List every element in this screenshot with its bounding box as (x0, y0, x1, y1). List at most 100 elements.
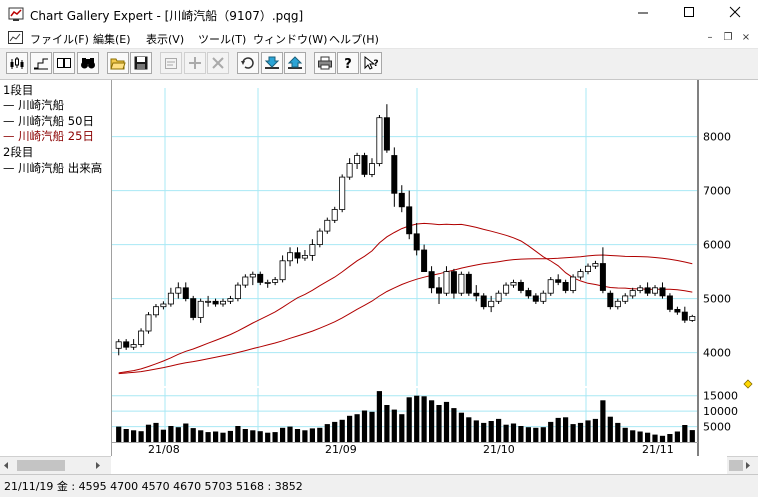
volume-bar (645, 432, 651, 442)
add-button[interactable] (184, 52, 206, 74)
candle-body (123, 341, 130, 348)
panel-layout-button[interactable] (53, 52, 75, 74)
maximize-button[interactable] (666, 0, 712, 28)
properties-button[interactable] (160, 52, 182, 74)
mdi-close-button[interactable]: × (739, 31, 753, 45)
candle-body (503, 284, 510, 294)
menu-bar (0, 28, 758, 49)
volume-bar (615, 422, 621, 442)
price-tick-label: 5000 (703, 293, 731, 306)
refresh-button[interactable] (237, 52, 259, 74)
candle-body (644, 287, 651, 294)
candle-body (659, 287, 666, 297)
candle-body (227, 298, 234, 302)
mdi-minimize-icon: – (707, 32, 713, 43)
volume-bar (272, 432, 278, 442)
help-button[interactable]: ? (337, 52, 359, 74)
legend-series-price[interactable]: — 川崎汽船 (3, 98, 65, 112)
candle-body (368, 163, 375, 175)
legend-pane-1-heading[interactable]: 1段目 (3, 83, 34, 97)
candle-body (517, 281, 524, 291)
candle-body (525, 290, 532, 297)
status-text: 21/11/19 金 : 4595 4700 4570 4670 5703 51… (4, 480, 303, 493)
volume-bar (533, 427, 539, 442)
menu-window[interactable]: ウィンドウ(W) (253, 33, 328, 46)
context-help-button[interactable]: ? (360, 52, 382, 74)
date-label-nov: 21/11 (642, 443, 674, 456)
document-menu-icon[interactable] (8, 31, 23, 44)
mdi-close-icon: × (741, 32, 751, 43)
candle-body (361, 155, 368, 175)
volume-bar (466, 417, 472, 442)
candle-body (234, 284, 241, 300)
properties-icon (165, 58, 177, 69)
stock-chart[interactable]: 4000 5000 6000 7000 8000 5000 10000 15000 (112, 80, 758, 456)
legend-series-volume[interactable]: — 川崎汽船 出来高 (3, 161, 103, 175)
step-chart-button[interactable] (30, 52, 52, 74)
panels-icon (57, 58, 71, 68)
mdi-minimize-button[interactable]: – (703, 31, 717, 45)
scroll-left-icon (4, 462, 8, 469)
candle-body (413, 233, 420, 251)
candle-body (443, 271, 450, 294)
volume-bar (652, 434, 658, 442)
legend-series-ma50[interactable]: — 川崎汽船 50日 (3, 114, 94, 128)
volume-bar (190, 428, 196, 442)
candle-body (570, 276, 577, 291)
menu-tools[interactable]: ツール(T) (198, 33, 247, 46)
moving-average-25-line (118, 222, 693, 374)
delete-button[interactable] (207, 52, 229, 74)
binoculars-icon (81, 58, 95, 69)
menu-edit[interactable]: 編集(E) (93, 33, 131, 46)
volume-bar (414, 395, 420, 442)
search-button[interactable] (77, 52, 99, 74)
candle-body (257, 273, 264, 283)
candle-body (674, 308, 681, 313)
candle-body (666, 295, 673, 310)
download-button[interactable] (261, 52, 283, 74)
upload-button[interactable] (284, 52, 306, 74)
legend-pane-2-heading[interactable]: 2段目 (3, 145, 34, 159)
date-label-sep: 21/09 (325, 443, 357, 456)
candle-body (346, 163, 353, 178)
volume-bar (481, 422, 487, 442)
volume-bar (317, 427, 323, 442)
legend-series-ma25[interactable]: — 川崎汽船 25日 (3, 129, 94, 143)
volume-bar (548, 421, 554, 442)
status-bar (0, 474, 758, 497)
candle-body (197, 300, 204, 318)
minimize-button[interactable] (620, 0, 666, 28)
volume-bar (198, 430, 204, 442)
candle-body (689, 315, 696, 321)
legend-horizontal-scrollbar[interactable] (0, 456, 111, 474)
volume-bar (354, 414, 360, 442)
volume-bar (473, 420, 479, 442)
chart-horizontal-scrollbar[interactable] (727, 456, 758, 474)
candle-body (458, 273, 465, 294)
arrow-down-icon (264, 56, 280, 69)
volume-bar (421, 396, 427, 442)
candle-body (264, 281, 271, 284)
candle-body (488, 300, 495, 308)
volume-bar (131, 430, 137, 442)
candle-body (130, 344, 137, 348)
moving-average-50-line (118, 254, 693, 375)
minimize-icon (638, 12, 648, 14)
volume-bar (577, 422, 584, 442)
print-button[interactable] (314, 52, 336, 74)
maximize-icon (684, 7, 694, 17)
open-file-button[interactable] (107, 52, 129, 74)
volume-bar (667, 434, 673, 442)
volume-bar (525, 427, 531, 442)
volume-bar (510, 423, 517, 442)
menu-file[interactable]: ファイル(F) (30, 33, 89, 46)
volume-bar (406, 397, 412, 442)
menu-view[interactable]: 表示(V) (146, 33, 185, 46)
menu-help[interactable]: ヘルプ(H) (329, 33, 379, 46)
candle-body (294, 252, 301, 259)
candle-chart-button[interactable] (6, 52, 28, 74)
mdi-restore-button[interactable]: ❐ (721, 31, 735, 45)
candle-body (480, 295, 487, 308)
save-button[interactable] (130, 52, 152, 74)
close-button[interactable] (712, 0, 758, 28)
